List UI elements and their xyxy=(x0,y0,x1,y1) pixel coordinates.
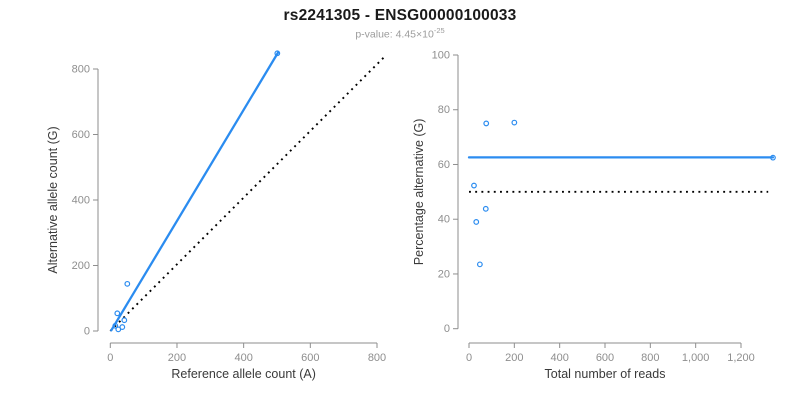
data-point xyxy=(274,50,281,57)
x-tick-label: 1,200 xyxy=(727,352,755,364)
chart-header: rs2241305 - ENSG00000100033 p-value: 4.4… xyxy=(0,0,800,41)
x-tick-label: 200 xyxy=(168,352,186,364)
y-tick-label: 200 xyxy=(72,260,90,272)
x-tick-label: 200 xyxy=(505,352,523,364)
data-point xyxy=(119,324,126,330)
x-tick-label: 400 xyxy=(234,352,252,364)
y-tick-label: 0 xyxy=(84,326,90,338)
x-tick-label: 600 xyxy=(301,352,319,364)
chart-subtitle: p-value: 4.45×10-25 xyxy=(0,26,800,41)
y-axis-title: Alternative allele count (G) xyxy=(46,126,60,273)
x-axis-title: Total number of reads xyxy=(545,367,666,381)
y-tick-label: 80 xyxy=(438,104,450,116)
data-point xyxy=(473,219,480,225)
data-point xyxy=(112,322,119,329)
data-point xyxy=(483,120,490,127)
y-tick-label: 400 xyxy=(72,195,90,207)
data-point xyxy=(471,182,477,189)
x-tick-label: 400 xyxy=(550,352,568,364)
data-points xyxy=(471,119,776,268)
y-tick-label: 600 xyxy=(72,129,90,141)
fit-line xyxy=(110,51,280,332)
x-axis: 0 200 400 600 800 Reference allele count (A) xyxy=(107,342,386,381)
y-axis: 0 200 400 600 800 Alternative allele count (G… xyxy=(46,64,99,338)
x-axis: 0 200 400 600 800 1,000 1,200 Total number of r… xyxy=(466,342,755,381)
reference-line xyxy=(109,55,387,332)
data-point xyxy=(114,310,121,317)
pvalue-text: p-value: 4.45×10 xyxy=(355,28,434,41)
y-tick-label: 0 xyxy=(444,323,450,335)
data-point xyxy=(121,317,128,324)
x-tick-label: 0 xyxy=(466,352,472,364)
y-axis: 0 20 40 60 80 100 Percentage alternative (G) xyxy=(412,50,459,335)
data-points xyxy=(112,50,281,333)
data-point xyxy=(511,119,518,126)
chart-title: rs2241305 - ENSG00000100033 xyxy=(283,7,517,24)
y-tick-label: 20 xyxy=(438,268,450,280)
pvalue-exponent: -25 xyxy=(433,26,445,35)
data-point xyxy=(124,280,131,287)
x-tick-label: 800 xyxy=(368,352,386,364)
x-tick-label: 0 xyxy=(107,352,113,364)
x-tick-label: 800 xyxy=(641,352,659,364)
data-point xyxy=(482,205,489,212)
y-tick-label: 40 xyxy=(438,214,450,226)
data-point xyxy=(770,154,776,161)
y-axis-title: Percentage alternative (G) xyxy=(412,119,426,266)
x-tick-label: 1,000 xyxy=(682,352,710,364)
y-tick-label: 800 xyxy=(72,64,90,76)
y-tick-label: 60 xyxy=(438,159,450,171)
x-axis-title: Reference allele count (A) xyxy=(171,367,316,381)
x-tick-label: 600 xyxy=(596,352,614,364)
y-tick-label: 100 xyxy=(432,50,450,62)
data-point xyxy=(476,261,483,268)
